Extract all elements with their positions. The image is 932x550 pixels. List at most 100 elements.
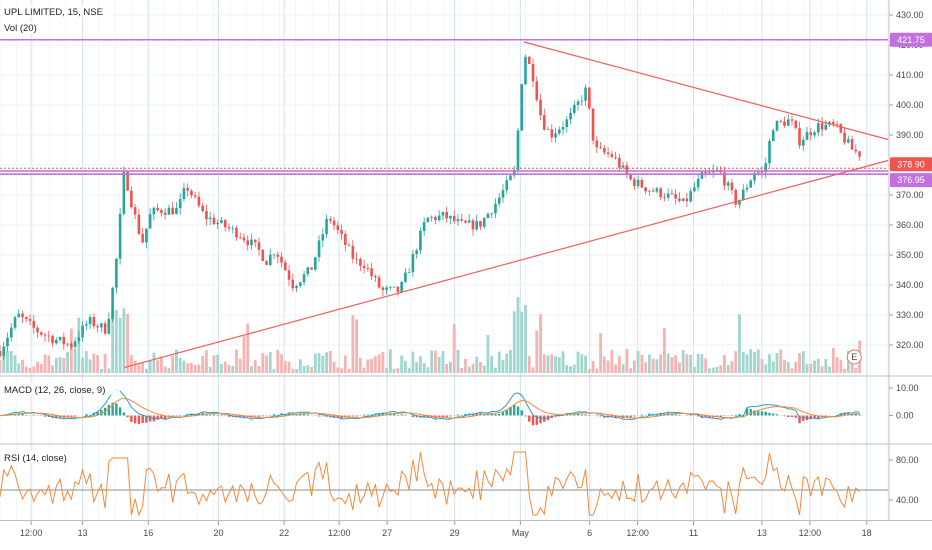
price-tick-label: 390.00 xyxy=(896,130,924,140)
candle-body xyxy=(118,213,122,259)
candle-body xyxy=(152,207,156,215)
candle-body xyxy=(253,239,257,243)
candle-body xyxy=(396,286,400,293)
candle-body xyxy=(704,172,707,174)
volume-bar xyxy=(96,355,99,373)
volume-bar xyxy=(223,361,227,373)
candle-body xyxy=(854,149,858,152)
volume-bar xyxy=(798,353,801,373)
candle-body xyxy=(648,190,651,192)
candle-body xyxy=(805,132,809,140)
candle-body xyxy=(182,188,186,200)
macd-pane: 10.00 0.00 xyxy=(0,383,919,426)
volume-label: Vol (20) xyxy=(4,23,37,34)
trendline[interactable] xyxy=(124,159,889,369)
candle-body xyxy=(257,242,261,250)
volume-bar xyxy=(62,357,66,373)
candle-body xyxy=(437,215,441,221)
volume-bar xyxy=(28,367,32,373)
candle-body xyxy=(160,210,163,213)
candle-body xyxy=(227,227,231,229)
macd-tick-label: 0.00 xyxy=(896,411,914,421)
volume-bar xyxy=(411,351,415,373)
candle-body xyxy=(542,115,546,130)
macd-histogram-bar xyxy=(411,415,415,418)
macd-histogram-bar xyxy=(678,414,681,416)
candle-body xyxy=(516,130,520,170)
volume-bar xyxy=(591,360,595,373)
candle-body xyxy=(103,323,107,334)
price-label-badge xyxy=(890,157,932,172)
candle-body xyxy=(738,200,741,205)
volume-bar xyxy=(651,358,655,373)
candle-body xyxy=(674,194,677,199)
volume-bar xyxy=(621,364,625,373)
candle-body xyxy=(359,258,362,266)
volume-bar xyxy=(659,354,663,373)
macd-histogram-bar xyxy=(757,411,760,416)
volume-bar xyxy=(171,355,175,373)
candle-body xyxy=(753,172,756,181)
macd-histogram-bar xyxy=(486,414,490,416)
volume-bar xyxy=(298,359,302,373)
candle-body xyxy=(550,129,554,138)
volume-bar xyxy=(250,366,253,373)
candle-body xyxy=(291,279,295,289)
volume-bar xyxy=(666,353,670,373)
macd-histogram-bar xyxy=(205,413,208,416)
volume-bar xyxy=(291,368,295,373)
macd-histogram-bar xyxy=(674,414,677,416)
volume-bar xyxy=(36,361,39,373)
macd-histogram-bar xyxy=(239,415,242,418)
candle-body xyxy=(340,229,343,234)
candle-body xyxy=(445,211,448,219)
macd-histogram-bar xyxy=(749,409,752,416)
volume-bar xyxy=(460,367,464,373)
macd-histogram-bar xyxy=(156,415,159,420)
macd-histogram-bar xyxy=(509,406,512,416)
volume-bars xyxy=(0,297,861,373)
macd-histogram-bar xyxy=(160,415,163,419)
macd-histogram-bar xyxy=(696,415,700,417)
macd-histogram-bar xyxy=(85,414,88,416)
volume-bar xyxy=(644,362,648,373)
volume-bar xyxy=(760,359,764,373)
macd-histogram-bar xyxy=(254,415,257,417)
candle-body xyxy=(404,272,407,282)
candle-body xyxy=(497,197,501,204)
volume-bar xyxy=(43,354,47,373)
volume-bar xyxy=(734,351,738,373)
volume-bar xyxy=(685,354,689,373)
macd-histogram-bar xyxy=(242,415,246,418)
candle-body xyxy=(268,254,272,265)
volume-bar xyxy=(580,354,584,373)
candle-body xyxy=(501,190,505,198)
volume-bar xyxy=(820,366,824,373)
macd-histogram-bar xyxy=(775,414,779,416)
volume-bar xyxy=(542,354,546,373)
volume-bar xyxy=(201,355,205,373)
volume-bar xyxy=(276,349,280,373)
macd-histogram-bar xyxy=(351,415,355,417)
candle-body xyxy=(512,169,516,176)
volume-bar xyxy=(235,349,238,373)
volume-bar xyxy=(118,318,122,373)
time-tick-label: 27 xyxy=(382,528,392,538)
candle-body xyxy=(130,190,133,208)
trendline[interactable] xyxy=(523,41,889,141)
macd-histogram-bar xyxy=(772,413,775,416)
earnings-marker[interactable] xyxy=(846,349,862,365)
time-tick-label: 12:00 xyxy=(799,528,822,538)
macd-histogram-bar xyxy=(520,410,523,416)
macd-histogram-bar xyxy=(362,414,366,416)
candle-body xyxy=(835,123,839,125)
volume-bar xyxy=(430,350,434,373)
volume-bar xyxy=(107,368,111,373)
macd-histogram-bar xyxy=(212,414,216,416)
candle-body xyxy=(689,191,692,202)
volume-bar xyxy=(693,367,696,373)
candle-body xyxy=(400,281,403,293)
time-tick-label: 12:00 xyxy=(626,528,649,538)
volume-bar xyxy=(434,350,437,373)
